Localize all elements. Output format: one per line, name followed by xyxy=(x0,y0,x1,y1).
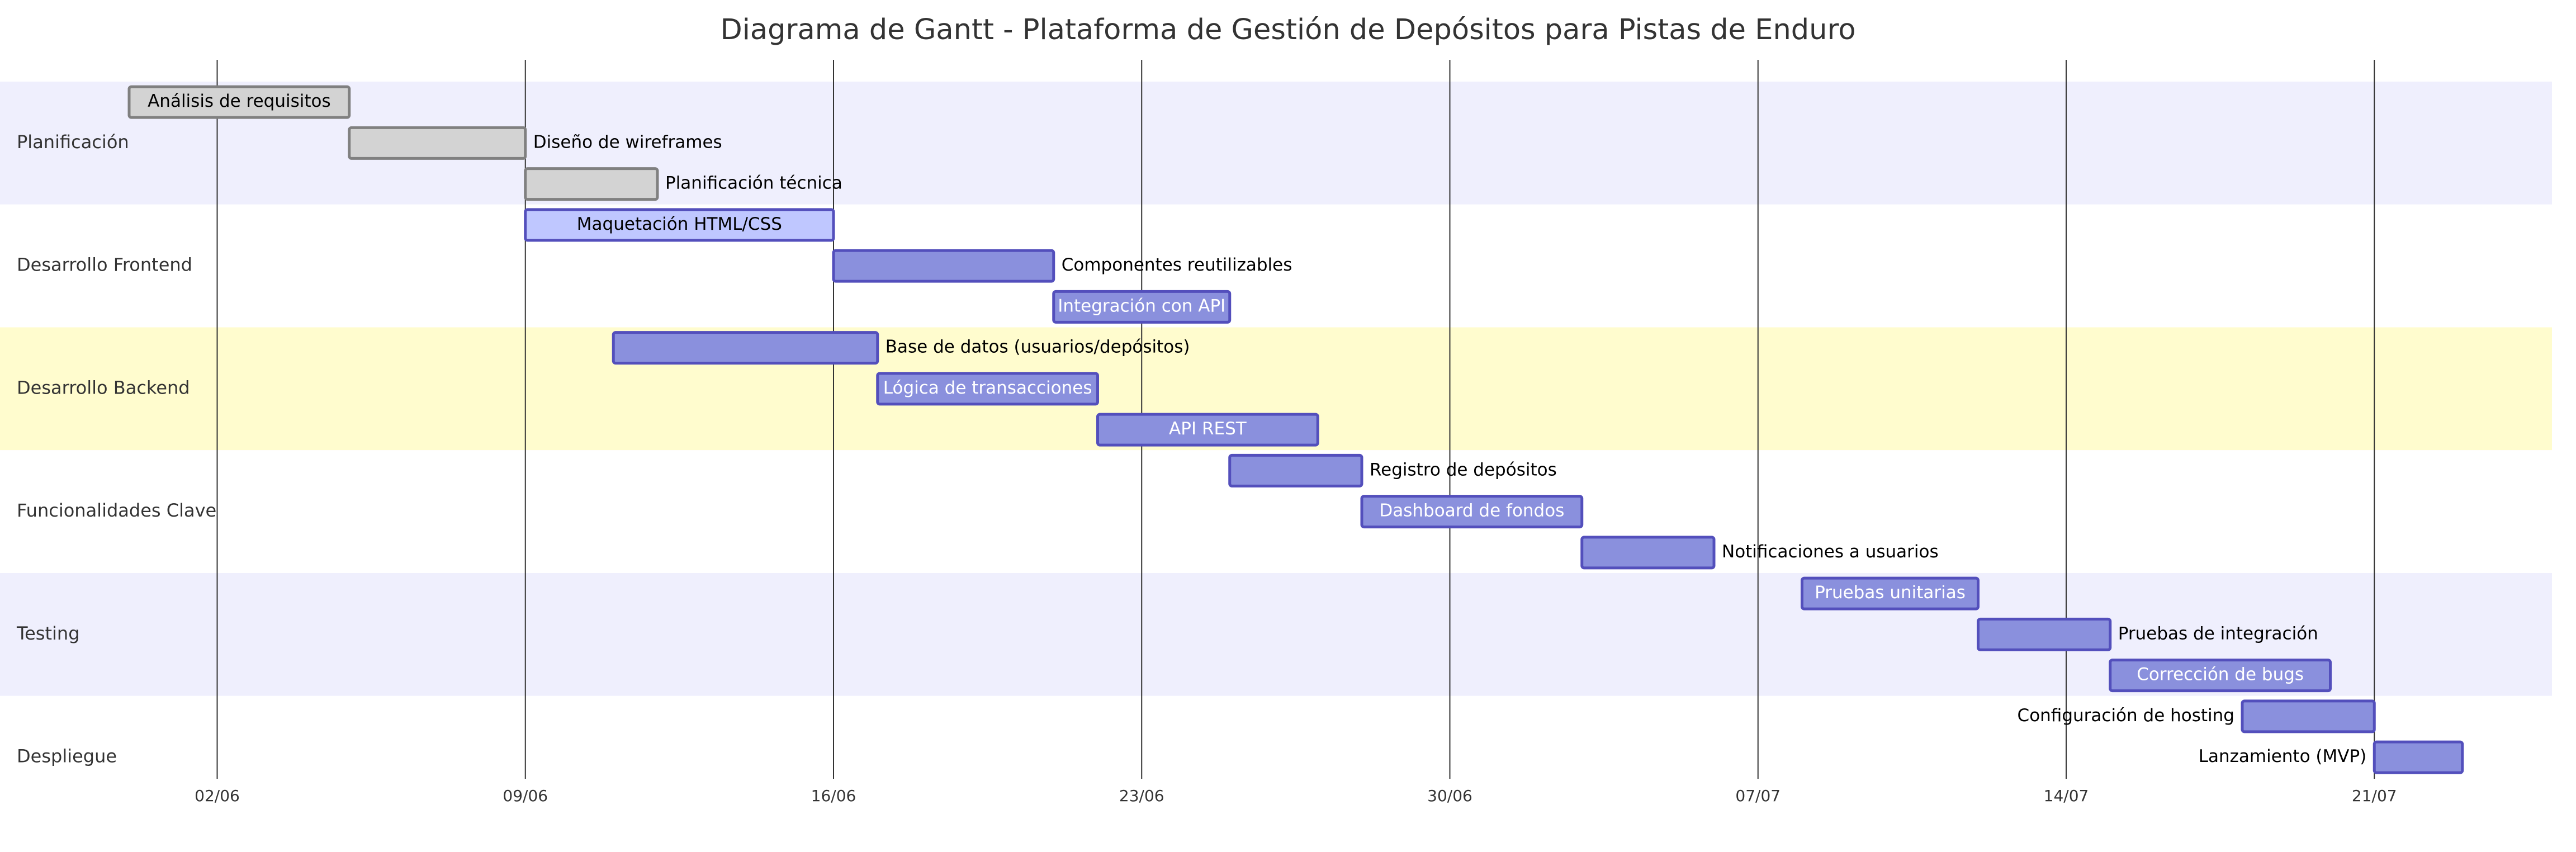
task-label: Planificación técnica xyxy=(665,173,842,193)
task-bars: Análisis de requisitos Diseño de wirefram… xyxy=(127,85,2464,774)
task-bar xyxy=(2373,740,2464,774)
x-tick-label: 23/06 xyxy=(1119,787,1164,805)
section-label: Planificación xyxy=(17,131,129,153)
x-tick-label: 30/06 xyxy=(1427,787,1472,805)
task-bar xyxy=(524,167,659,201)
task-label: Lógica de transacciones xyxy=(883,378,1092,398)
task-label: Componentes reutilizables xyxy=(1062,255,1292,275)
task-label: Notificaciones a usuarios xyxy=(1722,542,1939,562)
section-label: Despliegue xyxy=(17,746,117,767)
task-bar xyxy=(348,126,527,160)
section-label: Testing xyxy=(16,623,80,644)
x-tick-label: 16/06 xyxy=(811,787,856,805)
task-bar xyxy=(1801,576,1980,610)
task-bar xyxy=(1052,290,1232,324)
task-label: Pruebas unitarias xyxy=(1815,583,1966,603)
task-bar xyxy=(1096,413,1319,447)
section-labels: Planificación Desarrollo Frontend Desarrol… xyxy=(16,131,216,767)
task-label: Base de datos (usuarios/depósitos) xyxy=(886,337,1190,357)
task-label: Pruebas de integración xyxy=(2118,623,2318,643)
section-band xyxy=(0,204,2552,328)
task-bar xyxy=(1580,536,1716,570)
task-bar xyxy=(127,85,351,119)
x-tick-label: 14/07 xyxy=(2044,787,2089,805)
task-bar xyxy=(876,372,1099,406)
task-label: Diseño de wireframes xyxy=(533,132,722,152)
task-bar xyxy=(832,249,1055,283)
section-band xyxy=(0,695,2552,819)
task-bar xyxy=(1228,453,1363,487)
chart-title: Diagrama de Gantt - Plataforma de Gestió… xyxy=(720,13,1855,46)
task-bar xyxy=(1977,617,2112,651)
section-label: Desarrollo Frontend xyxy=(17,254,192,276)
task-bar xyxy=(612,331,879,365)
section-label: Funcionalidades Clave xyxy=(17,500,216,521)
task-label: Dashboard de fondos xyxy=(1379,501,1564,521)
task-label: Integración con API xyxy=(1058,296,1225,316)
task-bar xyxy=(1360,495,1584,529)
task-bar xyxy=(2241,699,2376,733)
section-label: Desarrollo Backend xyxy=(17,377,190,398)
task-label: Análisis de requisitos xyxy=(148,91,331,111)
x-tick-label: 02/06 xyxy=(195,787,240,805)
task-label: API REST xyxy=(1169,419,1247,439)
task-label: Corrección de bugs xyxy=(2137,665,2304,685)
x-tick-label: 09/06 xyxy=(503,787,548,805)
task-bar xyxy=(2109,659,2332,693)
task-label: Maquetación HTML/CSS xyxy=(577,214,782,234)
x-tick-label: 21/07 xyxy=(2352,787,2397,805)
task-label: Registro de depósitos xyxy=(1370,460,1557,480)
task-bar xyxy=(524,208,835,242)
x-tick-label: 07/07 xyxy=(1735,787,1781,805)
task-label: Lanzamiento (MVP) xyxy=(2199,746,2367,766)
task-label: Configuración de hosting xyxy=(2018,706,2234,726)
